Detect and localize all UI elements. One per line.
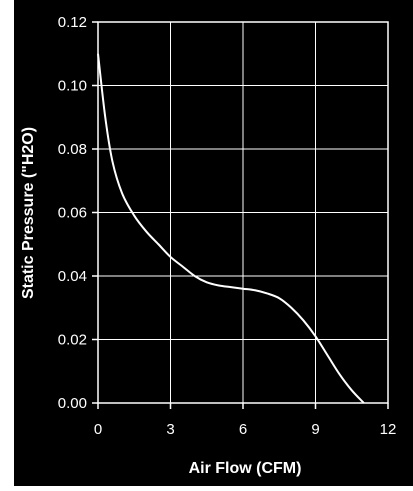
pressure-curve-line bbox=[97, 53, 365, 404]
y-tick-label: 0.12 bbox=[58, 14, 87, 31]
y-tick-label: 0.00 bbox=[58, 395, 87, 412]
y-tick-label: 0.02 bbox=[58, 332, 87, 349]
chart-container: 0 3 6 9 12 0.00 0.02 0.04 0.06 0.08 0.10 0.12 Air F… bbox=[14, 0, 413, 486]
series bbox=[97, 53, 365, 404]
x-tick-label: 0 bbox=[94, 421, 102, 438]
x-tick-label: 3 bbox=[166, 421, 174, 438]
x-tick-label: 12 bbox=[380, 421, 397, 438]
pressure-flow-chart: 0 3 6 9 12 0.00 0.02 0.04 0.06 0.08 0.10 0.12 Air F… bbox=[20, 14, 397, 477]
grid bbox=[97, 21, 389, 404]
x-tick-label: 6 bbox=[239, 421, 247, 438]
y-tick-label: 0.08 bbox=[58, 141, 87, 158]
y-axis-title: Static Pressure ("H2O) bbox=[20, 127, 37, 299]
y-tick-label: 0.06 bbox=[58, 205, 87, 222]
x-tick-label: 9 bbox=[311, 421, 319, 438]
y-tick-label: 0.10 bbox=[58, 78, 87, 95]
x-axis-title: Air Flow (CFM) bbox=[189, 460, 302, 477]
tick-labels: 0 3 6 9 12 0.00 0.02 0.04 0.06 0.08 0.10 0.12 bbox=[58, 14, 397, 438]
y-tick-label: 0.04 bbox=[58, 268, 87, 285]
